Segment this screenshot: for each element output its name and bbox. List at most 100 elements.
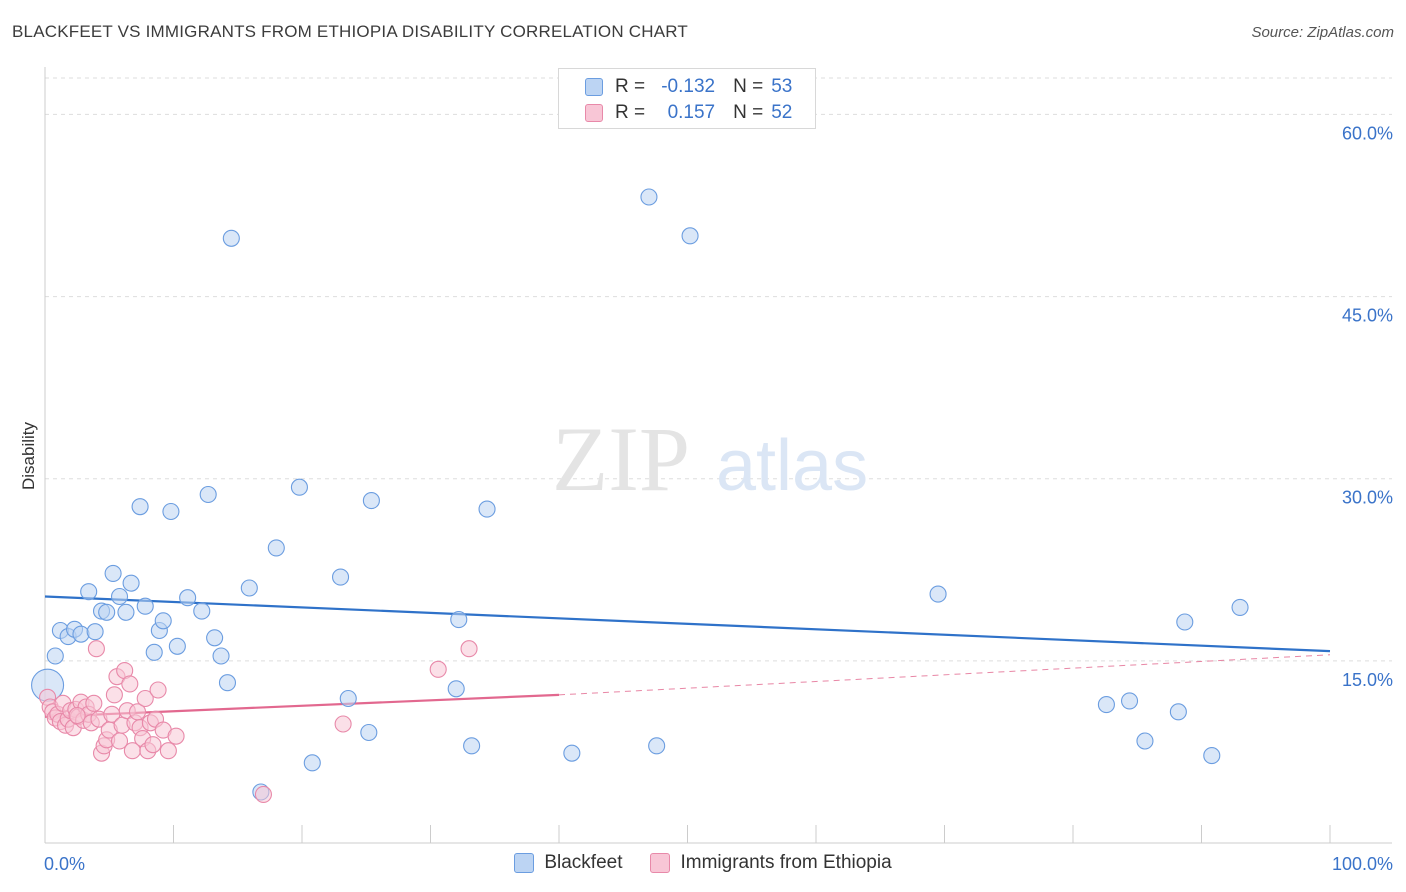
data-point — [450, 611, 468, 629]
data-point — [98, 603, 116, 621]
data-point — [167, 727, 185, 745]
data-point — [1203, 747, 1221, 765]
points-layer — [31, 188, 1249, 803]
chart-title: BLACKFEET VS IMMIGRANTS FROM ETHIOPIA DI… — [12, 22, 689, 41]
y-tick-label: 60.0% — [1342, 123, 1393, 143]
data-point — [212, 647, 230, 665]
stats-row-blackfeet: R = -0.132 N = 53 — [585, 75, 792, 99]
r-value: 0.157 — [667, 102, 716, 123]
series-blackfeet — [31, 188, 1249, 801]
data-point — [104, 564, 122, 582]
data-point — [136, 597, 154, 615]
data-point — [478, 500, 496, 518]
data-point — [1169, 703, 1187, 721]
data-point — [334, 715, 352, 733]
data-point — [121, 675, 139, 693]
data-point — [929, 585, 947, 603]
data-point — [360, 723, 378, 742]
blue-swatch — [585, 78, 603, 96]
data-point — [1097, 696, 1115, 714]
legend-item-blackfeet[interactable]: Blackfeet — [514, 852, 622, 874]
data-point — [447, 680, 465, 698]
data-point — [162, 502, 180, 521]
y-axis-title: Disability — [19, 421, 38, 490]
series-legend: Blackfeet Immigrants from Ethiopia — [0, 852, 1406, 874]
data-point — [122, 574, 140, 592]
trend-line — [44, 595, 1331, 653]
data-point — [463, 737, 481, 755]
data-point — [105, 686, 123, 704]
data-point — [460, 640, 478, 658]
data-point — [267, 539, 285, 557]
data-point — [331, 568, 350, 586]
data-point — [80, 583, 98, 601]
data-point — [240, 579, 258, 597]
data-point — [86, 623, 104, 641]
data-point — [87, 640, 105, 658]
legend-label: Immigrants from Ethiopia — [680, 852, 892, 873]
data-point — [193, 602, 211, 620]
data-point — [199, 485, 217, 504]
grid-layer — [45, 77, 1392, 662]
pink-swatch — [585, 104, 603, 122]
data-point — [681, 227, 699, 245]
data-point — [429, 660, 447, 678]
n-label: N = — [733, 76, 764, 97]
watermark-atlas: atlas — [716, 426, 868, 506]
data-point — [222, 229, 240, 247]
r-value: -0.132 — [661, 76, 716, 97]
watermark-zip: ZIP — [552, 408, 690, 510]
watermark: ZIP atlas — [552, 408, 868, 510]
blue-swatch — [514, 853, 535, 873]
data-point — [154, 612, 172, 630]
data-point — [68, 706, 86, 725]
data-point — [110, 587, 129, 606]
data-point — [159, 742, 177, 760]
y-tick-label: 15.0% — [1342, 670, 1393, 690]
axis-labels: 15.0% 30.0% 45.0% 60.0% 0.0% 100.0% — [44, 123, 1393, 874]
data-point — [1231, 598, 1249, 616]
data-point — [290, 478, 308, 496]
data-point — [218, 674, 237, 692]
r-label: R = — [615, 76, 646, 97]
stats-legend: R = -0.132 N = 53 R = 0.157 N = 52 — [558, 68, 816, 129]
data-point — [648, 737, 666, 755]
data-point — [303, 754, 321, 772]
source-label: Source: ZipAtlas.com — [1251, 24, 1394, 41]
legend-label: Blackfeet — [544, 852, 623, 873]
r-label: R = — [615, 102, 646, 123]
y-tick-label: 30.0% — [1342, 488, 1393, 508]
data-point — [117, 603, 135, 621]
data-point — [563, 744, 581, 762]
n-value: 52 — [771, 102, 793, 123]
data-point — [339, 689, 357, 708]
data-point — [168, 637, 186, 655]
stats-row-ethiopia: R = 0.157 N = 52 — [585, 101, 792, 125]
data-point — [362, 492, 380, 510]
data-point — [145, 643, 163, 661]
pink-swatch — [650, 853, 671, 873]
legend-item-ethiopia[interactable]: Immigrants from Ethiopia — [650, 852, 892, 874]
data-point — [1120, 692, 1139, 710]
data-point — [254, 785, 273, 803]
data-point — [144, 736, 162, 754]
data-point — [640, 188, 658, 206]
data-point — [1136, 732, 1154, 750]
data-point — [85, 694, 103, 712]
data-point — [131, 498, 149, 516]
x-tick-label: 100.0% — [1332, 854, 1393, 874]
data-point — [72, 625, 90, 643]
data-point — [179, 589, 197, 607]
n-label: N = — [733, 102, 764, 123]
n-value: 53 — [771, 76, 793, 97]
data-point — [1176, 613, 1194, 631]
data-point — [149, 681, 167, 699]
series-ethiopia — [39, 640, 478, 803]
data-point — [206, 629, 224, 647]
data-point — [46, 647, 64, 665]
trend-line-extension — [558, 654, 1331, 696]
y-tick-label: 45.0% — [1342, 306, 1393, 326]
data-point — [136, 689, 154, 708]
x-tick-label: 0.0% — [44, 854, 85, 874]
